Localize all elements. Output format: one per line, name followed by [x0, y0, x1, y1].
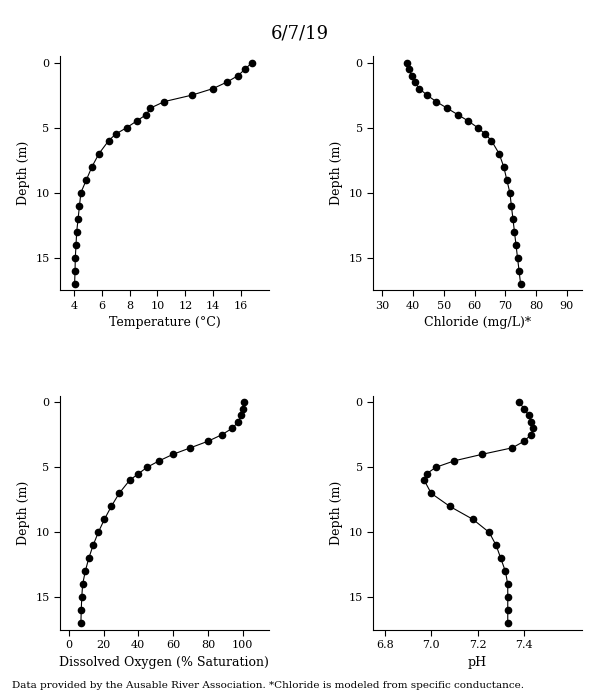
X-axis label: pH: pH	[468, 656, 487, 669]
Y-axis label: Depth (m): Depth (m)	[330, 481, 343, 545]
Y-axis label: Depth (m): Depth (m)	[330, 141, 343, 205]
Text: 6/7/19: 6/7/19	[271, 25, 329, 43]
X-axis label: Dissolved Oxygen (% Saturation): Dissolved Oxygen (% Saturation)	[59, 656, 269, 669]
Y-axis label: Depth (m): Depth (m)	[17, 141, 30, 205]
Text: Data provided by the Ausable River Association. *Chloride is modeled from specif: Data provided by the Ausable River Assoc…	[12, 680, 524, 690]
X-axis label: Chloride (mg/L)*: Chloride (mg/L)*	[424, 316, 531, 329]
Y-axis label: Depth (m): Depth (m)	[17, 481, 30, 545]
X-axis label: Temperature (°C): Temperature (°C)	[109, 316, 220, 329]
